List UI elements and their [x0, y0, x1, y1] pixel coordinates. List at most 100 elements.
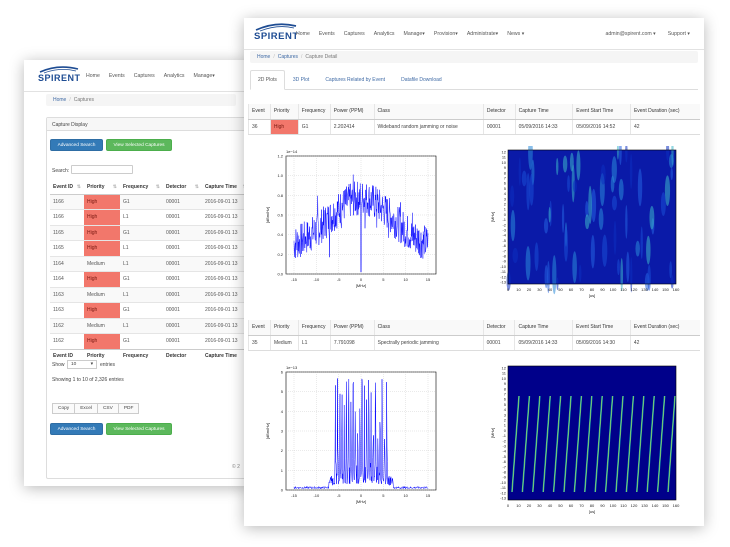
table-row[interactable]: 1166 High G1 00001 2016-09-01 13 [50, 193, 250, 210]
axis-tick-label: 140 [652, 503, 659, 508]
export-button[interactable]: Excel [74, 403, 98, 414]
table-row[interactable]: 1164 Medium L1 00001 2016-09-01 13 [50, 255, 250, 272]
table-row[interactable]: 1165 High G1 00001 2016-09-01 13 [50, 224, 250, 241]
user-account-menu[interactable]: admin@spirent.com ▾ [605, 31, 656, 37]
table-cell: 1163 [50, 302, 84, 318]
logo-swoosh-icon [39, 66, 79, 74]
tab[interactable]: 2D Plots [250, 70, 285, 90]
event-row[interactable]: 35 Medium L1 7.791098 Spectrally periodic ja… [248, 335, 700, 351]
event-cell-class: Wideband random jamming or noise [373, 119, 484, 135]
table-cell: High [84, 302, 120, 318]
footer-copyright: © 2 [232, 464, 240, 470]
export-button[interactable]: CSV [96, 403, 119, 414]
nav-item[interactable]: Administrate▾ [466, 31, 499, 37]
axis-tick-label: 30 [537, 503, 542, 508]
advanced-search-button[interactable]: Advanced Search [50, 139, 103, 151]
nav-item[interactable]: Home [86, 73, 100, 79]
search-input[interactable] [71, 165, 133, 174]
event-table-1: Event Priority Frequency Power (PPM) Class De… [248, 104, 700, 135]
table-row[interactable]: 1164 High G1 00001 2016-09-01 13 [50, 271, 250, 287]
event-cell-detector: 00001 [482, 335, 515, 351]
export-button[interactable]: Copy [52, 403, 76, 414]
column-footer: Capture Time [202, 348, 250, 363]
event-column-header: Class [373, 104, 484, 120]
column-header[interactable]: Frequency ⇅ [120, 180, 163, 195]
intensity-streak [544, 264, 548, 289]
advanced-search-button-bottom[interactable]: Advanced Search [50, 423, 103, 435]
nav-item[interactable]: News ▾ [507, 31, 525, 37]
nav-item[interactable]: Analytics [373, 31, 395, 37]
nav-item[interactable]: Events [318, 31, 335, 37]
nav-item[interactable]: Events [108, 73, 125, 79]
intensity-streak [647, 264, 651, 291]
table-row[interactable]: 1162 High G1 00001 2016-09-01 13 [50, 333, 250, 349]
nav-item[interactable]: Provision▾ [433, 31, 458, 37]
nav-item[interactable]: Analytics [163, 73, 185, 79]
axis-tick-label: -10 [313, 493, 320, 498]
table-cell: 00001 [163, 224, 202, 241]
tab[interactable]: 3D Plot [292, 77, 310, 83]
table-cell: High [84, 271, 120, 287]
tab[interactable]: Captures Related by Event [325, 77, 386, 83]
spectrum-plot-1: 0.0 0.2 0.4 0.6 0.8 1.0 1.2 -15 -10 -5 0 5 10 15 1e−14… [265, 149, 437, 288]
y-axis-label: [dBm/Hz] [265, 423, 270, 439]
x-axis-label: [MHz] [356, 283, 366, 288]
event-cell-start-time: 05/09/2016 14:30 [572, 335, 631, 351]
axis-tick-label: -2 [502, 222, 506, 227]
sort-icon: ⇅ [194, 183, 199, 190]
event-cell-event: 35 [248, 335, 271, 351]
view-selected-captures-button-bottom[interactable]: View Selected Captures [106, 423, 172, 435]
table-row[interactable]: 1163 Medium L1 00001 2016-09-01 13 [50, 286, 250, 303]
intensity-streak [561, 203, 565, 233]
nav-item[interactable]: Captures [133, 73, 155, 79]
nav-item[interactable]: Captures [343, 31, 365, 37]
column-header[interactable]: Detector ⇅ [163, 180, 202, 195]
intensity-streak [552, 255, 557, 295]
table-cell: 00001 [163, 286, 202, 303]
nav-item[interactable]: Manage▾ [403, 31, 425, 37]
table-row[interactable]: 1165 High L1 00001 2016-09-01 13 [50, 240, 250, 256]
axis-tick-label: 20 [527, 503, 532, 508]
table-cell: 2016-09-01 13 [202, 271, 250, 287]
table-cell: 2016-09-01 13 [202, 240, 250, 256]
nav-item[interactable]: Manage▾ [193, 73, 215, 79]
event-row[interactable]: 36 High G1 2.202414 Wideband random jamming … [248, 119, 700, 135]
table-cell: G1 [120, 333, 163, 349]
table-row[interactable]: 1162 Medium L1 00001 2016-09-01 13 [50, 317, 250, 334]
intensity-streak [567, 175, 570, 192]
intensity-streak [619, 146, 622, 166]
support-menu[interactable]: Support ▾ [667, 31, 690, 37]
brand-name: SPIRENT [38, 73, 81, 83]
export-button[interactable]: PDF [117, 403, 140, 414]
table-row[interactable]: 1166 High L1 00001 2016-09-01 13 [50, 209, 250, 225]
column-header[interactable]: Priority ⇅ [84, 180, 120, 195]
axis-tick-label: 5 [504, 186, 507, 191]
table-row[interactable]: 1163 High G1 00001 2016-09-01 13 [50, 302, 250, 318]
axis-tick-label: 3 [504, 196, 507, 201]
column-header[interactable]: Capture Time⇅ [202, 180, 250, 195]
axis-tick-label: 10 [502, 376, 507, 381]
export-buttons: Copy Excel CSV PDF [52, 403, 140, 414]
brand-logo[interactable]: SPIRENT [38, 64, 80, 86]
axis-tick-label: 7 [504, 176, 507, 181]
axis-tick-label: 7 [504, 392, 507, 397]
view-selected-captures-button[interactable]: View Selected Captures [106, 139, 172, 151]
breadcrumb-home[interactable]: Home [53, 97, 67, 103]
axis-tick-label: -6 [502, 459, 506, 464]
event-column-header: Capture Time [514, 320, 573, 336]
brand-logo[interactable]: SPIRENT [254, 21, 298, 45]
nav-item[interactable]: Home [296, 31, 310, 37]
table-cell: 1164 [50, 271, 84, 287]
axis-tick-label: -8 [502, 254, 506, 259]
axis-tick-label: -9 [502, 259, 506, 264]
breadcrumb-captures[interactable]: Captures [277, 54, 299, 60]
tab[interactable]: Datafile Download [401, 77, 442, 83]
breadcrumb-home[interactable]: Home [257, 54, 271, 60]
waterfall-intensity [506, 146, 674, 295]
column-header[interactable]: Event ID ⇅ [50, 180, 84, 195]
event-column-header: Event Duration (sec) [629, 320, 700, 336]
page-length-select[interactable]: 10 ▾ [67, 360, 97, 369]
table-cell: 1165 [50, 224, 84, 241]
sort-icon: ⇅ [155, 183, 160, 190]
axis-tick-label: 4 [504, 407, 507, 412]
